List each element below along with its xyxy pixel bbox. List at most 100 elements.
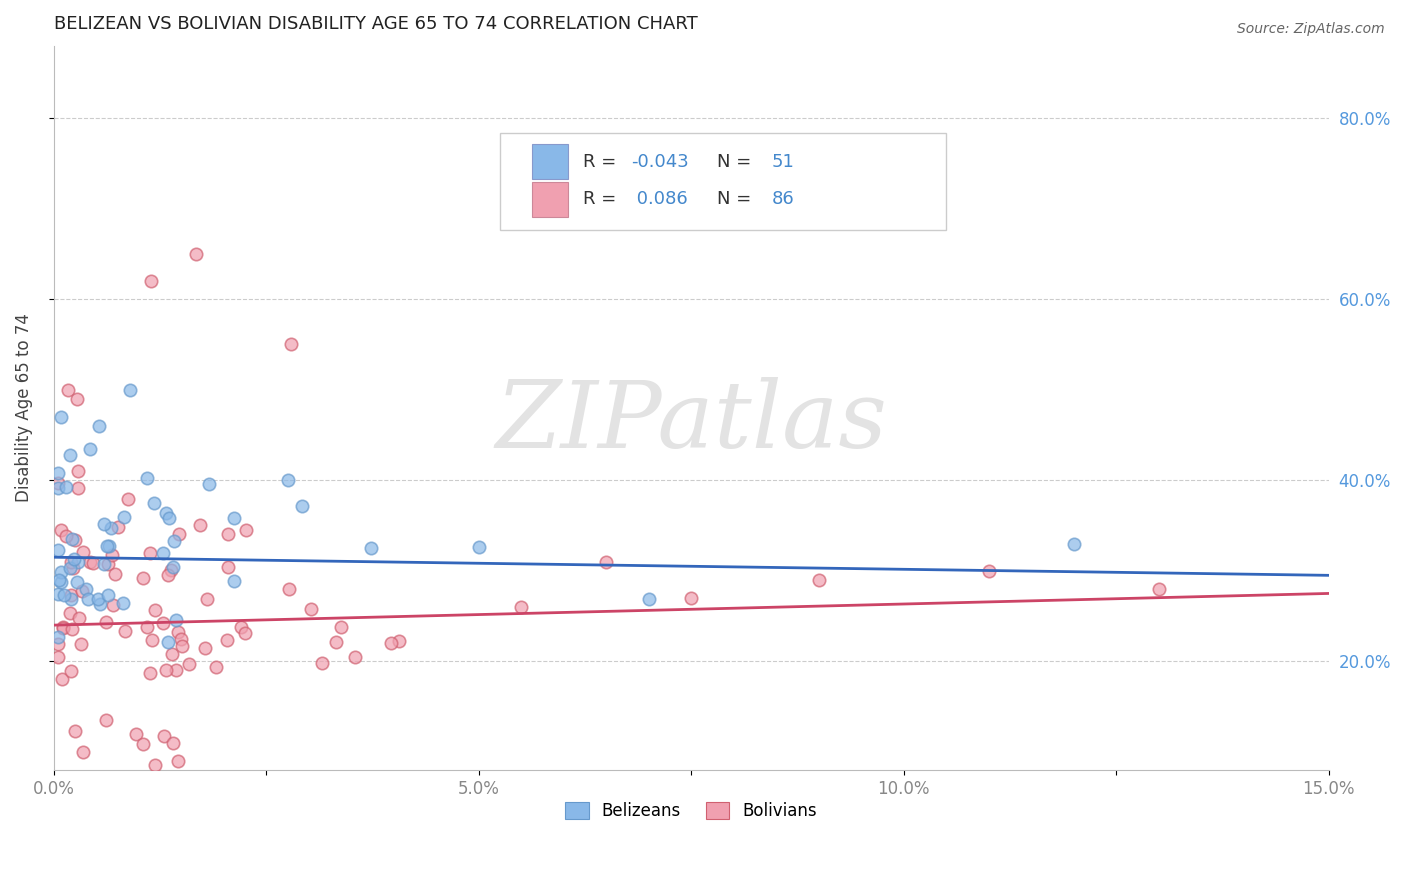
Point bbox=[468, 540, 491, 554]
Point bbox=[177, 657, 200, 671]
Point bbox=[136, 620, 159, 634]
Point bbox=[58, 383, 80, 397]
Point bbox=[104, 566, 127, 581]
Point bbox=[136, 470, 159, 484]
Point bbox=[94, 615, 117, 629]
Point bbox=[60, 555, 83, 569]
Point bbox=[53, 588, 76, 602]
Point bbox=[157, 511, 180, 525]
Point bbox=[46, 543, 69, 558]
Point bbox=[72, 745, 94, 759]
Point bbox=[807, 573, 830, 587]
Text: 0.086: 0.086 bbox=[631, 190, 688, 208]
Point bbox=[277, 473, 299, 487]
Text: 86: 86 bbox=[772, 190, 794, 208]
Point bbox=[510, 600, 533, 615]
Point bbox=[141, 632, 163, 647]
Point bbox=[46, 649, 69, 664]
FancyBboxPatch shape bbox=[531, 145, 568, 179]
Point bbox=[132, 571, 155, 585]
Point bbox=[63, 533, 86, 548]
Text: BELIZEAN VS BOLIVIAN DISABILITY AGE 65 TO 74 CORRELATION CHART: BELIZEAN VS BOLIVIAN DISABILITY AGE 65 T… bbox=[53, 15, 697, 33]
Point bbox=[155, 663, 177, 677]
Point bbox=[222, 574, 245, 589]
Point bbox=[125, 727, 148, 741]
Point bbox=[977, 564, 1000, 578]
Y-axis label: Disability Age 65 to 74: Disability Age 65 to 74 bbox=[15, 313, 32, 502]
Point bbox=[132, 737, 155, 751]
Point bbox=[66, 481, 89, 495]
Point bbox=[235, 524, 257, 538]
Point bbox=[72, 544, 94, 558]
Point bbox=[162, 560, 184, 574]
Text: R =: R = bbox=[583, 190, 621, 208]
Point bbox=[96, 539, 118, 553]
Point bbox=[59, 592, 82, 607]
Point bbox=[217, 560, 239, 574]
Point bbox=[93, 557, 115, 571]
Point bbox=[170, 640, 193, 654]
FancyBboxPatch shape bbox=[501, 133, 946, 230]
Point bbox=[138, 546, 160, 560]
Point bbox=[118, 383, 141, 397]
Point bbox=[46, 587, 69, 601]
Point bbox=[194, 640, 217, 655]
Point bbox=[66, 555, 89, 569]
Point bbox=[165, 613, 187, 627]
Point bbox=[222, 511, 245, 525]
Point bbox=[55, 529, 77, 543]
Point bbox=[60, 532, 83, 546]
Point bbox=[112, 596, 135, 610]
Text: R =: R = bbox=[583, 153, 621, 170]
Point bbox=[82, 556, 104, 570]
Text: N =: N = bbox=[717, 153, 756, 170]
Point bbox=[52, 620, 75, 634]
Point bbox=[55, 479, 77, 493]
Point bbox=[60, 622, 83, 636]
Point bbox=[388, 634, 411, 648]
Point bbox=[107, 520, 129, 534]
Point bbox=[87, 592, 110, 607]
Point bbox=[637, 591, 659, 606]
Point bbox=[89, 597, 111, 611]
Point bbox=[97, 557, 120, 571]
Point bbox=[62, 552, 84, 566]
Point bbox=[49, 565, 72, 579]
Point bbox=[231, 620, 253, 634]
Point bbox=[159, 563, 181, 577]
Point bbox=[46, 467, 69, 481]
Point bbox=[277, 582, 299, 596]
Point bbox=[156, 634, 179, 648]
Point bbox=[69, 637, 91, 651]
Point bbox=[330, 620, 353, 634]
Point bbox=[162, 736, 184, 750]
Point bbox=[311, 657, 333, 671]
Point bbox=[79, 555, 101, 569]
Point bbox=[117, 491, 139, 506]
Point bbox=[681, 591, 703, 605]
Point bbox=[114, 624, 136, 639]
Point bbox=[112, 509, 135, 524]
Point bbox=[153, 729, 176, 743]
Point bbox=[360, 541, 382, 555]
Point bbox=[167, 526, 190, 541]
Point bbox=[67, 464, 90, 478]
Point bbox=[166, 624, 188, 639]
Point bbox=[291, 500, 314, 514]
Point bbox=[49, 523, 72, 537]
Point bbox=[155, 506, 177, 520]
Point bbox=[160, 647, 183, 661]
Point bbox=[59, 664, 82, 678]
Point bbox=[97, 539, 120, 553]
Point bbox=[93, 517, 115, 532]
Point bbox=[66, 392, 89, 406]
Point bbox=[139, 666, 162, 681]
Point bbox=[62, 561, 84, 575]
Text: Source: ZipAtlas.com: Source: ZipAtlas.com bbox=[1237, 22, 1385, 37]
Point bbox=[143, 603, 166, 617]
Point bbox=[166, 754, 188, 768]
Text: 51: 51 bbox=[772, 153, 794, 170]
Point bbox=[59, 448, 82, 462]
Point bbox=[217, 633, 239, 648]
Point bbox=[77, 592, 100, 607]
